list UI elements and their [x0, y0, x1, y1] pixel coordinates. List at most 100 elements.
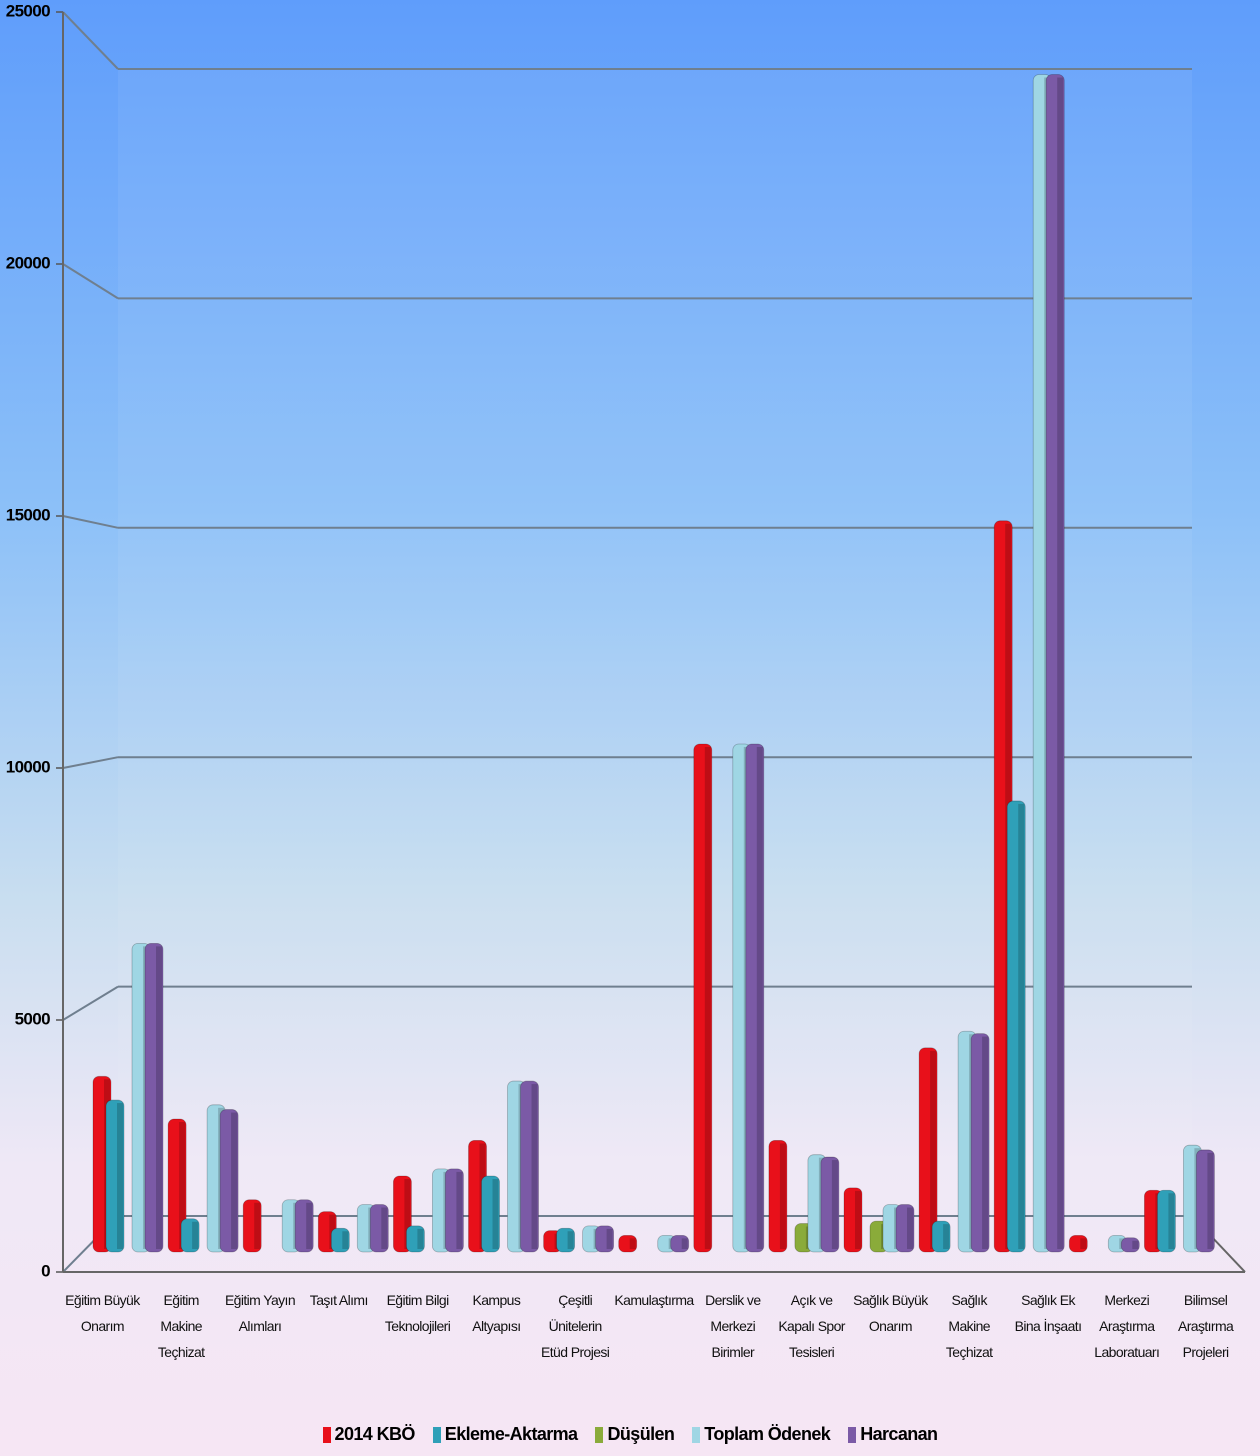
x-tick-label: Bilimsel Araştırma Projeleri	[1177, 1292, 1234, 1360]
legend-item: 2014 KBÖ	[322, 1424, 416, 1445]
legend-label: Düşülen	[607, 1424, 675, 1444]
bar	[1120, 1237, 1140, 1253]
bar	[843, 1187, 863, 1253]
bar-shade	[1132, 1240, 1139, 1249]
bar	[1045, 74, 1065, 1253]
legend-swatch	[432, 1426, 441, 1443]
legend-swatch	[322, 1426, 331, 1443]
legend: 2014 KBÖ Ekleme-Aktarma Düşülen Toplam Öden…	[0, 1424, 1260, 1445]
bar-shade	[492, 1179, 499, 1249]
x-tick-label: Çeşitli Ünitelerin Etüd Projesi	[541, 1292, 610, 1360]
x-tick-label: Eğitim Bilgi Teknolojileri	[384, 1292, 451, 1334]
bar	[369, 1204, 389, 1253]
bar-shade	[254, 1202, 261, 1249]
bar-shade	[855, 1190, 861, 1249]
x-tick-label: Kampus Altyapısı	[472, 1292, 521, 1334]
bar	[670, 1234, 690, 1253]
bar-shade	[681, 1238, 688, 1249]
bar-shade	[831, 1160, 838, 1249]
x-tick-label: Taşıt Alımı	[309, 1292, 369, 1308]
bar-shade	[943, 1224, 950, 1249]
bar	[820, 1156, 840, 1253]
legend-label: Toplam Ödenek	[704, 1424, 831, 1444]
y-tick-label: 25000	[6, 1, 50, 20]
bar	[167, 1118, 187, 1253]
x-tick-label: Sağlık Makine Teçhizat	[945, 1292, 993, 1360]
bar	[895, 1204, 915, 1253]
bar-shade	[606, 1228, 613, 1249]
bar-shade	[117, 1103, 123, 1249]
x-tick-label: Eğitim Yayın Alımları	[224, 1292, 296, 1334]
bar	[618, 1234, 638, 1253]
bar	[105, 1099, 125, 1253]
bar-shade	[179, 1122, 186, 1249]
bar-shade	[231, 1112, 238, 1249]
bar	[693, 743, 713, 1253]
bar	[918, 1047, 938, 1253]
bar	[1157, 1189, 1176, 1253]
bar	[556, 1227, 575, 1253]
bar	[520, 1080, 539, 1253]
bar	[219, 1109, 239, 1253]
bar	[242, 1199, 262, 1253]
legend-swatch	[595, 1426, 604, 1443]
bar-shade	[342, 1231, 349, 1249]
grid-line-side	[62, 515, 119, 529]
grid-line-side	[62, 263, 119, 300]
bar	[931, 1220, 951, 1253]
y-tick-label: 20000	[6, 253, 50, 272]
x-tick-label: Eğitim Makine Teçhizat	[157, 1292, 205, 1360]
bar-shade	[1057, 77, 1064, 1250]
bar-shade	[531, 1084, 538, 1249]
bar	[405, 1225, 425, 1253]
x-tick-label: Kamulaştırma	[614, 1292, 694, 1308]
y-tick-label: 10000	[6, 757, 50, 776]
legend-label: 2014 KBÖ	[334, 1424, 416, 1444]
bar-shade	[567, 1231, 574, 1249]
x-tick-label: Sağlık Ek Bina İnşaatı	[1014, 1292, 1082, 1334]
bar-shade	[156, 946, 162, 1249]
bar-shade	[907, 1207, 913, 1249]
grid-line-side	[62, 985, 119, 1021]
bar	[595, 1225, 614, 1253]
bar-shade	[756, 746, 763, 1249]
bar	[1196, 1149, 1215, 1253]
legend-item: Harcanan	[848, 1424, 938, 1445]
bar-shade	[381, 1207, 388, 1249]
bar	[745, 743, 765, 1253]
bar-shade	[1168, 1193, 1175, 1249]
legend-label: Harcanan	[860, 1424, 938, 1444]
bar-shade	[1018, 803, 1025, 1249]
grid-line-side	[62, 11, 119, 70]
x-tick-label: Eğitim Büyük Onarım	[65, 1292, 140, 1334]
bar	[1006, 800, 1026, 1253]
y-tick-label: 5000	[15, 1009, 51, 1028]
bar-shade	[1080, 1238, 1087, 1249]
bar	[1068, 1234, 1088, 1253]
bar-shade	[192, 1221, 199, 1249]
bar-shade	[779, 1143, 786, 1249]
bar-shade	[1207, 1152, 1214, 1249]
bar-shade	[982, 1036, 989, 1249]
legend-label: Ekleme-Aktarma	[444, 1424, 578, 1444]
grid-line-side	[62, 756, 119, 769]
bar-shade	[306, 1202, 313, 1249]
bar-shade	[456, 1171, 463, 1249]
bar	[294, 1199, 314, 1253]
bar	[330, 1227, 350, 1253]
bar	[180, 1218, 200, 1253]
bar	[768, 1140, 788, 1253]
legend-swatch	[848, 1426, 857, 1443]
bar-shade	[417, 1228, 424, 1249]
x-tick-label: Sağlık Büyük Onarım	[853, 1292, 928, 1334]
x-tick-label: Derslik ve Merkezi Birimler	[705, 1292, 761, 1360]
x-tick-label: Merkezi Araştırma Laboratuarı	[1094, 1292, 1160, 1360]
legend-item: Ekleme-Aktarma	[432, 1424, 578, 1445]
legend-item: Düşülen	[595, 1424, 675, 1445]
back-wall	[118, 69, 1192, 1216]
y-tick-label: 15000	[6, 505, 50, 524]
x-tick-label: Açık ve Kapalı Spor Tesisleri	[778, 1292, 845, 1360]
bar	[970, 1033, 990, 1253]
bar-shade	[629, 1238, 636, 1249]
